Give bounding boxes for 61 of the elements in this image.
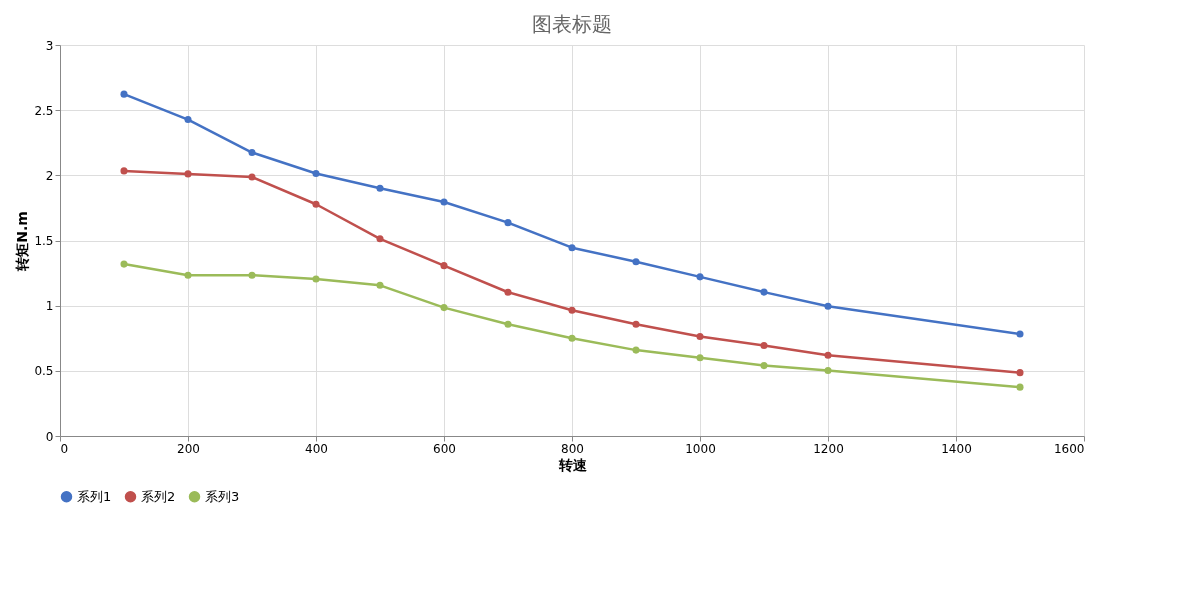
point	[184, 116, 192, 124]
point	[760, 288, 768, 296]
point	[184, 170, 192, 178]
point	[440, 304, 448, 312]
point	[504, 288, 512, 296]
legend-label: 系列1	[77, 488, 112, 504]
point	[312, 169, 320, 178]
x-tick-label: 400	[305, 441, 328, 456]
y-tick-label: 0.5	[34, 364, 54, 379]
point	[504, 320, 512, 328]
y-axis-title: 转矩N.m	[14, 211, 31, 272]
point	[760, 341, 768, 349]
point	[1016, 369, 1024, 377]
y-tick-label: 1	[45, 299, 54, 314]
point	[568, 306, 576, 314]
x-tick-label: 1600	[1053, 441, 1085, 456]
point	[824, 302, 832, 310]
point	[696, 273, 704, 281]
point	[696, 354, 704, 362]
point	[184, 271, 192, 279]
point	[824, 351, 832, 359]
point	[312, 275, 320, 283]
point	[440, 198, 448, 206]
y-tick-label: 1.5	[34, 234, 54, 248]
point	[440, 262, 448, 270]
point	[120, 167, 128, 175]
point	[248, 173, 256, 181]
point	[824, 367, 832, 375]
x-tick-label: 1400	[941, 441, 972, 456]
point	[120, 90, 128, 98]
point	[376, 235, 384, 243]
point	[120, 260, 128, 268]
point	[376, 281, 384, 289]
x-tick-label: 600	[433, 441, 456, 456]
legend-label: 系列2	[141, 488, 176, 504]
x-tick-label: 1200	[813, 441, 844, 456]
point	[312, 200, 320, 208]
y-tick-label: 0	[45, 429, 54, 444]
y-tick-label: 2	[45, 168, 54, 183]
point	[248, 271, 256, 279]
point	[632, 258, 640, 266]
x-tick-label: 800	[561, 441, 584, 456]
y-tick-label: 2.5	[34, 103, 54, 118]
x-tick-label: 200	[177, 441, 200, 456]
point	[376, 184, 384, 192]
point	[568, 244, 576, 252]
point	[1016, 383, 1024, 391]
point	[504, 219, 512, 227]
point	[568, 334, 576, 342]
point	[696, 333, 704, 341]
legend-label: 系列3	[205, 488, 240, 504]
x-tick-label: 0	[60, 441, 69, 456]
chart-title: 图表标题	[532, 12, 612, 36]
x-axis-title: 转速	[557, 456, 588, 473]
y-tick-label: 3	[45, 38, 54, 53]
point	[248, 149, 256, 157]
x-tick-label: 1000	[685, 441, 716, 456]
point	[760, 362, 768, 370]
point	[632, 346, 640, 354]
point	[632, 320, 640, 328]
point	[1016, 330, 1024, 338]
